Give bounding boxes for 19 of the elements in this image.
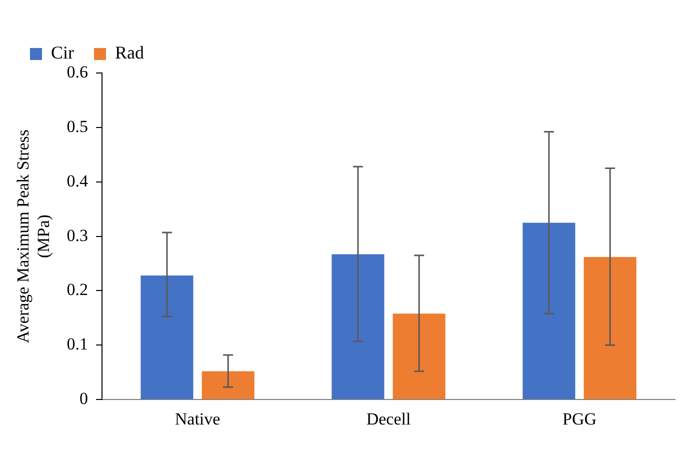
x-tick-label: Native <box>174 409 220 428</box>
bar <box>392 314 446 400</box>
x-tick-label: Decell <box>366 409 411 428</box>
legend-label: Cir <box>51 42 74 63</box>
y-tick-label: 0.5 <box>66 116 88 136</box>
y-tick-label: 0.2 <box>66 280 88 300</box>
y-tick-label: 0 <box>80 389 88 408</box>
x-tick-label: PGG <box>562 409 597 428</box>
bar <box>332 254 384 400</box>
y-tick-label: 0.3 <box>66 226 88 245</box>
bar <box>522 222 576 400</box>
bar <box>140 275 194 400</box>
y-tick-label: 0.1 <box>66 334 88 354</box>
y-tick-label: 0.6 <box>66 62 88 82</box>
legend-label: Rad <box>115 42 144 63</box>
bar <box>584 256 636 400</box>
y-axis-title: Average Maximum Peak Stress (MPa) <box>14 130 54 344</box>
y-tick-label: 0.4 <box>66 171 89 190</box>
bar <box>202 371 254 400</box>
